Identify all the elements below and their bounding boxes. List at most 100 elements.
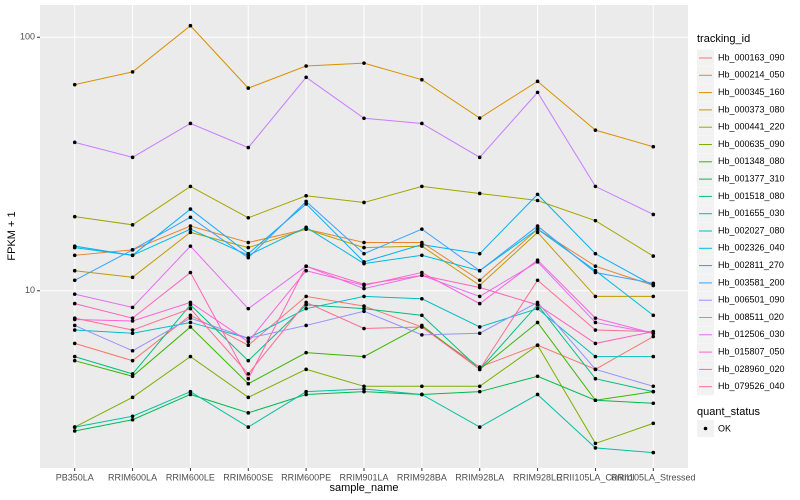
data-point (72, 292, 77, 296)
data-point (130, 395, 135, 400)
data-point (246, 245, 251, 250)
data-point (130, 70, 135, 74)
data-point (246, 240, 251, 245)
data-point (130, 372, 135, 376)
data-point (72, 268, 77, 273)
data-point (420, 296, 424, 301)
data-point (535, 258, 540, 263)
data-point (362, 306, 366, 311)
data-point (420, 384, 424, 389)
data-point (535, 90, 540, 95)
data-point (246, 358, 251, 363)
data-point (130, 319, 135, 323)
data-point (304, 306, 308, 311)
data-point (304, 75, 308, 80)
legend-label: OK (718, 423, 731, 433)
data-point (535, 303, 540, 307)
data-point (593, 316, 598, 320)
data-point (304, 64, 308, 68)
data-point (593, 446, 598, 450)
data-point (304, 303, 308, 307)
data-point (593, 398, 598, 403)
data-point (477, 278, 482, 283)
legend-label: Hb_006501_090 (718, 295, 785, 305)
data-point (72, 341, 77, 346)
data-point (362, 326, 366, 331)
data-point (651, 144, 656, 149)
data-point (304, 323, 308, 328)
data-point (246, 251, 251, 256)
data-point (188, 325, 193, 329)
data-point (246, 376, 251, 381)
data-point (188, 320, 193, 325)
data-point (246, 381, 251, 386)
x-tick-label: RRII105LA_Control (556, 472, 634, 482)
data-point (246, 306, 251, 311)
data-point (651, 334, 656, 339)
data-point (420, 333, 424, 337)
data-point (420, 392, 424, 397)
legend-label: Hb_003581_200 (718, 277, 785, 287)
data-point (651, 384, 656, 389)
data-point (304, 199, 308, 204)
data-point (593, 184, 598, 189)
data-point (304, 350, 308, 355)
data-point (651, 294, 656, 299)
legend-label: Hb_000345_160 (718, 87, 785, 97)
data-point (130, 331, 135, 336)
data-point (420, 325, 424, 329)
data-point (477, 331, 482, 336)
data-point (72, 82, 77, 87)
data-point (72, 244, 77, 248)
data-point (304, 294, 308, 299)
data-point (188, 306, 193, 311)
data-point (420, 270, 424, 275)
legend-point (703, 426, 708, 431)
data-point (188, 392, 193, 397)
data-point (362, 286, 366, 291)
data-point (593, 320, 598, 325)
data-point (188, 207, 193, 211)
data-point (477, 384, 482, 389)
x-tick-label: RRIM600PE (281, 472, 331, 482)
data-point (362, 200, 366, 205)
y-tick-label: 10 (25, 285, 35, 295)
data-point (593, 270, 598, 275)
data-point (130, 253, 135, 258)
data-point (246, 343, 251, 348)
data-point (651, 212, 656, 217)
data-point (304, 389, 308, 394)
data-point (477, 268, 482, 273)
data-point (304, 268, 308, 273)
data-point (362, 240, 366, 245)
x-tick-label: RRIM600LA (108, 472, 157, 482)
data-point (188, 184, 193, 189)
data-point (72, 140, 77, 145)
data-point (593, 441, 598, 446)
data-point (362, 384, 366, 389)
data-point (188, 215, 193, 220)
data-point (130, 417, 135, 422)
data-point (651, 389, 656, 394)
data-point (130, 305, 135, 310)
data-point (362, 387, 366, 391)
data-point (362, 245, 366, 250)
data-point (246, 86, 251, 90)
data-point (420, 273, 424, 278)
data-point (477, 325, 482, 329)
data-point (535, 227, 540, 231)
data-point (535, 278, 540, 283)
data-point (246, 411, 251, 415)
legend-label: Hb_000373_080 (718, 104, 785, 114)
x-tick-label: PB350LA (56, 472, 94, 482)
data-point (420, 242, 424, 247)
legend-label: Hb_000635_090 (718, 139, 785, 149)
data-point (651, 313, 656, 318)
x-tick-label: RRIM928BA (397, 472, 447, 482)
data-point (188, 316, 193, 320)
data-point (246, 336, 251, 341)
data-point (535, 230, 540, 235)
data-point (246, 425, 251, 429)
data-point (72, 323, 77, 328)
